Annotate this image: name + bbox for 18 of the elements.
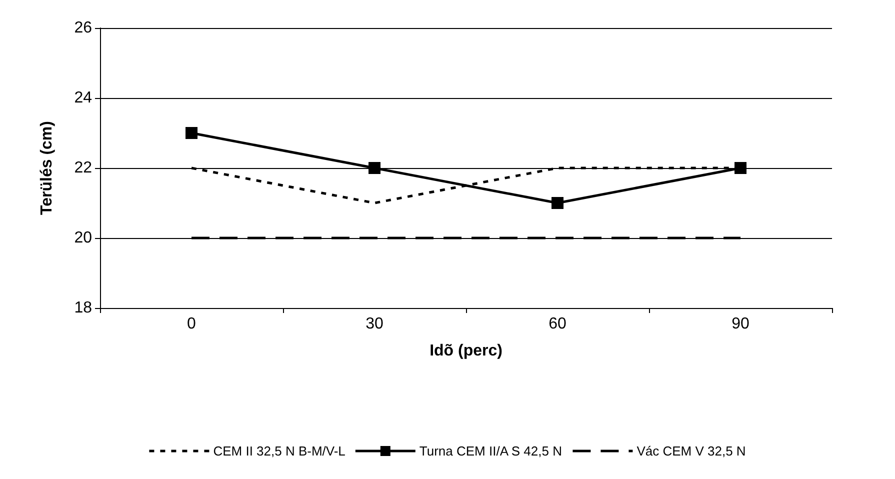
y-tick-label: 26 xyxy=(74,20,92,36)
x-tick-label: 30 xyxy=(366,316,384,332)
y-tick-label: 18 xyxy=(74,300,92,316)
legend-label: CEM II 32,5 N B-M/V-L xyxy=(213,444,346,458)
y-axis-title: Terülés (cm) xyxy=(38,121,56,215)
point xyxy=(368,162,380,174)
point xyxy=(552,197,564,209)
x-axis-title: Idõ (perc) xyxy=(430,342,502,360)
y-tick-label: 20 xyxy=(74,230,92,246)
y-tick-label: 24 xyxy=(74,90,92,106)
x-tick-label: 90 xyxy=(732,316,750,332)
y-tick-label: 22 xyxy=(74,160,92,176)
x-tick-label: 0 xyxy=(187,316,196,332)
point xyxy=(186,127,198,139)
x-tick-label: 60 xyxy=(548,316,566,332)
legend-label: Vác CEM V 32,5 N xyxy=(636,444,746,458)
legend-label: Turna CEM II/A S 42,5 N xyxy=(419,444,562,458)
point xyxy=(734,162,746,174)
